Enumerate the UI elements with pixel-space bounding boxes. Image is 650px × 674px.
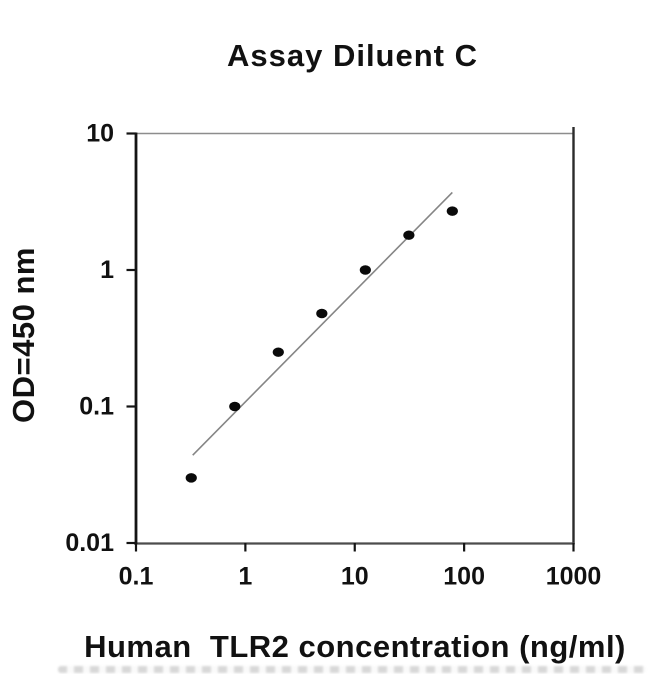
data-point bbox=[446, 206, 458, 216]
y-tick-label: 10 bbox=[86, 120, 114, 148]
x-tick-label: 0.1 bbox=[119, 563, 154, 591]
data-point bbox=[185, 473, 197, 483]
data-point bbox=[229, 401, 241, 412]
x-axis-title: Human TLR2 concentration (ng/ml) bbox=[84, 629, 626, 664]
jpeg-artifact-strip bbox=[58, 666, 646, 673]
data-point bbox=[359, 265, 371, 275]
chart-title: Assay Diluent C bbox=[226, 38, 478, 73]
x-tick-label: 100 bbox=[443, 563, 485, 591]
y-tick-label: 0.1 bbox=[79, 393, 114, 421]
x-tick-label: 1000 bbox=[546, 563, 602, 591]
x-tick-label: 1 bbox=[238, 563, 252, 591]
y-tick-label: 1 bbox=[100, 256, 114, 284]
fit-line bbox=[192, 191, 453, 456]
data-point bbox=[272, 347, 284, 357]
data-point bbox=[403, 230, 415, 240]
x-tick-label: 10 bbox=[341, 563, 369, 591]
y-tick-label: 0.01 bbox=[65, 529, 114, 557]
data-point bbox=[316, 308, 328, 319]
